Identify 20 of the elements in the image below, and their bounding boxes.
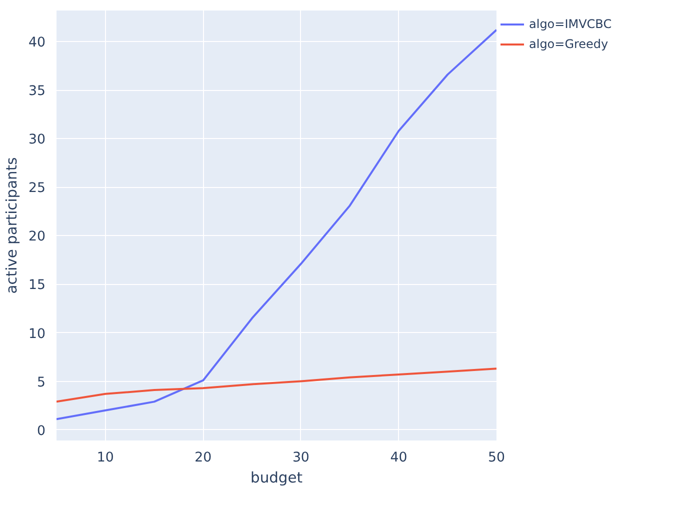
x-tick-label: 40 [390,450,408,466]
y-tick-label: 25 [28,181,46,196]
y-tick-label: 30 [28,132,46,148]
y-tick-label: 5 [37,375,46,390]
legend-label: algo=IMVCBC [529,17,612,31]
x-tick-label: 50 [488,450,505,466]
line-series [56,368,496,403]
x-axis-title: budget [250,470,303,486]
y-tick-label: 10 [28,326,46,342]
x-tick-label: 30 [292,450,310,466]
y-tick-label: 35 [28,84,46,100]
line-series [56,28,496,420]
y-tick-label: 40 [28,36,46,51]
y-axis-title: active participants [4,157,21,294]
y-tick-label: 0 [37,424,46,439]
x-tick-label: 10 [96,450,114,466]
x-tick-label: 20 [194,450,212,466]
y-tick-label: 20 [28,230,46,245]
y-tick-label: 15 [28,278,46,294]
legend-label: algo=Greedy [529,37,608,51]
